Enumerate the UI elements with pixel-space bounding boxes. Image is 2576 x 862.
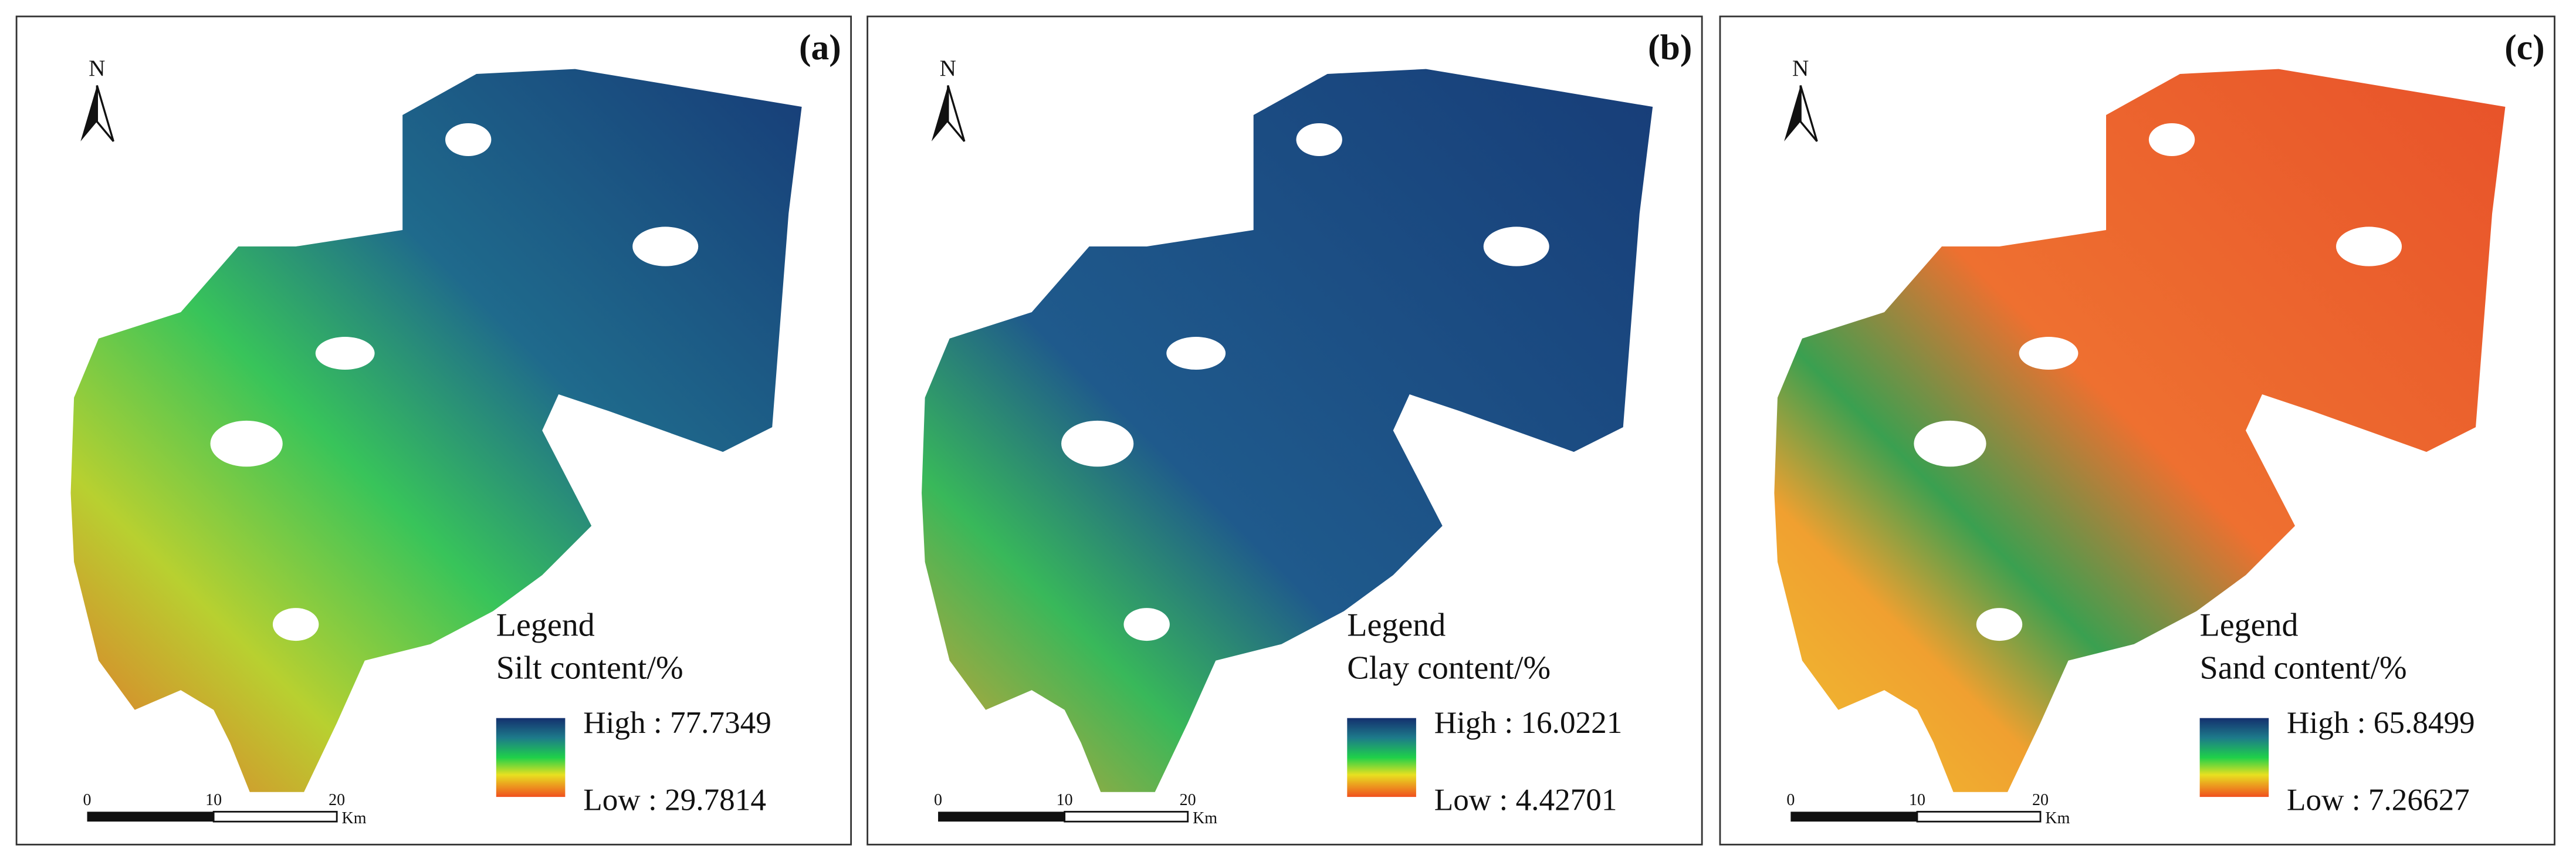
map-gap	[445, 123, 492, 157]
north-arrow	[931, 85, 948, 141]
legend-heading: Legend	[1347, 607, 1446, 644]
scale-label: 10	[1057, 791, 1073, 809]
legend-title: Sand content/%	[2200, 650, 2407, 686]
map-gap	[2019, 337, 2079, 370]
legend-low: Low : 4.42701	[1434, 783, 1617, 817]
legend-title: Clay content/%	[1347, 650, 1551, 686]
legend-high: High : 16.0221	[1434, 705, 1623, 740]
map-gap	[1296, 123, 1342, 157]
scale-label: 20	[329, 791, 345, 809]
panel-label: (c)	[2504, 28, 2544, 67]
north-arrow	[947, 85, 966, 142]
scale-bar-white	[1064, 810, 1189, 823]
scale-unit: Km	[2045, 809, 2070, 827]
map-gap	[632, 227, 699, 266]
map-gap	[1483, 227, 1549, 266]
north-label: N	[1792, 56, 1809, 81]
map-gap	[1914, 420, 1986, 467]
scale-label: 0	[1786, 791, 1795, 809]
map-gap	[210, 420, 283, 467]
map-gap	[2336, 227, 2402, 266]
legend-heading: Legend	[2200, 607, 2299, 644]
panel-label: (b)	[1648, 28, 1692, 67]
map-gap	[1976, 608, 2023, 641]
legend-low: Low : 7.26627	[2287, 783, 2470, 817]
map-gap	[1123, 608, 1170, 641]
map-gap	[1061, 420, 1134, 467]
legend-heading: Legend	[496, 607, 595, 644]
panel: (b) N Legend Clay content/% High : 16.0221 Lo…	[866, 15, 1703, 846]
scale-unit: Km	[342, 809, 367, 827]
panel-label: (a)	[799, 28, 841, 67]
scale-label: 0	[83, 791, 92, 809]
map-gap	[1166, 337, 1226, 370]
scale-bar-white	[212, 810, 338, 823]
scale-label: 20	[2032, 791, 2049, 809]
map-region	[70, 69, 802, 792]
scale-label: 0	[934, 791, 942, 809]
map-region	[1774, 69, 2506, 792]
north-arrow	[1784, 85, 1801, 141]
north-label: N	[940, 56, 956, 81]
legend-high: High : 77.7349	[583, 705, 771, 740]
scale-unit: Km	[1193, 809, 1217, 827]
north-arrow	[1799, 85, 1818, 142]
legend-title: Silt content/%	[496, 650, 683, 686]
legend-colorbar	[2199, 718, 2269, 797]
scale-label: 10	[205, 791, 222, 809]
legend-high: High : 65.8499	[2287, 705, 2475, 740]
map-region	[922, 69, 1653, 792]
scale-label: 20	[1180, 791, 1196, 809]
scale-bar-black	[938, 812, 1065, 822]
legend-colorbar	[496, 718, 566, 797]
map-gap	[2148, 123, 2195, 157]
north-arrow	[96, 85, 114, 142]
legend-low: Low : 29.7814	[583, 783, 766, 817]
scale-bar-black	[1790, 812, 1917, 822]
north-label: N	[89, 56, 105, 81]
map-gap	[272, 608, 319, 641]
scale-bar-black	[87, 812, 214, 822]
legend-colorbar	[1347, 718, 1416, 797]
map-gap	[315, 337, 375, 370]
panel: (a) N Legend Silt content/% High : 77.7349 Lo…	[15, 15, 852, 846]
panel: (c) N Legend Sand content/% High : 65.8499 Lo…	[1719, 15, 2555, 846]
scale-label: 10	[1909, 791, 1925, 809]
scale-bar-white	[1916, 810, 2042, 823]
